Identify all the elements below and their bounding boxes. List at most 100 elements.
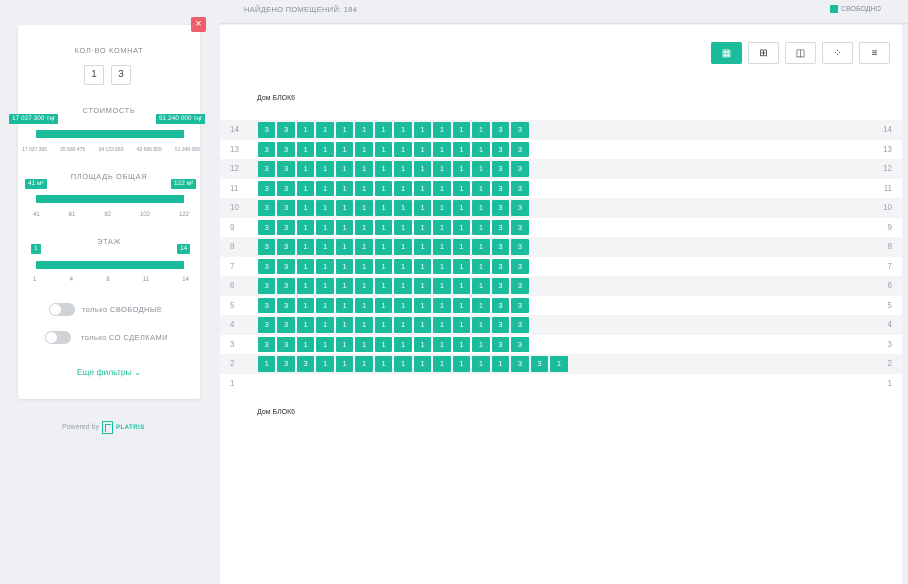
apartment-cell[interactable]: 1 <box>296 141 315 157</box>
apartment-cell[interactable]: 1 <box>394 161 412 177</box>
apartment-cell[interactable]: 3 <box>511 239 529 255</box>
apartment-cell[interactable]: 1 <box>433 356 451 372</box>
apartment-cell[interactable]: 1 <box>452 122 471 138</box>
apartment-cell[interactable]: 1 <box>374 356 393 372</box>
apartment-cell[interactable]: 1 <box>413 278 432 294</box>
apartment-cell[interactable]: 1 <box>296 317 315 333</box>
apartment-cell[interactable]: 1 <box>296 258 315 274</box>
apartment-cell[interactable]: 1 <box>335 180 354 196</box>
apartment-cell[interactable]: 1 <box>472 278 490 294</box>
apartment-cell[interactable]: 1 <box>394 180 412 196</box>
apartment-cell[interactable]: 1 <box>394 258 412 274</box>
apartment-cell[interactable]: 1 <box>335 122 354 138</box>
apartment-cell[interactable]: 1 <box>472 122 490 138</box>
apartment-cell[interactable]: 1 <box>413 141 432 157</box>
apartment-cell[interactable]: 1 <box>374 200 393 216</box>
apartment-cell[interactable]: 3 <box>491 141 510 157</box>
apartment-cell[interactable]: 1 <box>413 180 432 196</box>
apartment-cell[interactable]: 1 <box>374 161 393 177</box>
view-list-icon[interactable]: ≡ <box>859 42 890 64</box>
apartment-cell[interactable]: 1 <box>374 239 393 255</box>
apartment-cell[interactable]: 3 <box>258 161 276 177</box>
view-tiles-icon[interactable]: ⊞ <box>748 42 779 64</box>
apartment-cell[interactable]: 3 <box>491 258 510 274</box>
apartment-cell[interactable]: 3 <box>491 200 510 216</box>
apartment-cell[interactable]: 1 <box>316 278 334 294</box>
apartment-cell[interactable]: 1 <box>433 278 451 294</box>
apartment-cell[interactable]: 1 <box>296 161 315 177</box>
apartment-cell[interactable]: 1 <box>374 336 393 352</box>
apartment-cell[interactable]: 3 <box>277 297 295 313</box>
view-scheme-icon[interactable]: ⁘ <box>822 42 853 64</box>
apartment-cell[interactable]: 1 <box>452 200 471 216</box>
apartment-cell[interactable]: 1 <box>433 161 451 177</box>
apartment-cell[interactable]: 1 <box>374 258 393 274</box>
with-deals-toggle[interactable] <box>45 331 71 344</box>
apartment-cell[interactable]: 1 <box>335 336 354 352</box>
apartment-cell[interactable]: 1 <box>433 258 451 274</box>
apartment-cell[interactable]: 1 <box>413 122 432 138</box>
apartment-cell[interactable]: 1 <box>296 219 315 235</box>
apartment-cell[interactable]: 3 <box>491 297 510 313</box>
apartment-cell[interactable]: 3 <box>491 336 510 352</box>
apartment-cell[interactable]: 3 <box>258 141 276 157</box>
apartment-cell[interactable]: 1 <box>355 278 373 294</box>
apartment-cell[interactable]: 1 <box>355 297 373 313</box>
apartment-cell[interactable]: 1 <box>335 239 354 255</box>
apartment-cell[interactable]: 3 <box>258 239 276 255</box>
apartment-cell[interactable]: 1 <box>413 356 432 372</box>
apartment-cell[interactable]: 1 <box>296 122 315 138</box>
apartment-cell[interactable]: 1 <box>413 161 432 177</box>
apartment-cell[interactable]: 3 <box>491 239 510 255</box>
area-slider[interactable] <box>36 195 184 203</box>
apartment-cell[interactable]: 3 <box>491 278 510 294</box>
apartment-cell[interactable]: 1 <box>316 219 334 235</box>
apartment-cell[interactable]: 3 <box>277 258 295 274</box>
apartment-cell[interactable]: 1 <box>452 180 471 196</box>
apartment-cell[interactable]: 1 <box>316 356 334 372</box>
apartment-cell[interactable]: 1 <box>394 297 412 313</box>
apartment-cell[interactable]: 1 <box>472 200 490 216</box>
apartment-cell[interactable]: 1 <box>355 239 373 255</box>
apartment-cell[interactable]: 3 <box>277 317 295 333</box>
apartment-cell[interactable]: 1 <box>472 317 490 333</box>
apartment-cell[interactable]: 1 <box>335 161 354 177</box>
apartment-cell[interactable]: 3 <box>511 297 529 313</box>
apartment-cell[interactable]: 3 <box>511 200 529 216</box>
apartment-cell[interactable]: 1 <box>472 161 490 177</box>
apartment-cell[interactable]: 1 <box>394 336 412 352</box>
apartment-cell[interactable]: 3 <box>258 278 276 294</box>
apartment-cell[interactable]: 1 <box>452 239 471 255</box>
apartment-cell[interactable]: 1 <box>433 297 451 313</box>
apartment-cell[interactable]: 1 <box>472 180 490 196</box>
apartment-cell[interactable]: 3 <box>277 336 295 352</box>
apartment-cell[interactable]: 1 <box>452 336 471 352</box>
apartment-cell[interactable]: 1 <box>316 161 334 177</box>
apartment-cell[interactable]: 3 <box>277 278 295 294</box>
apartment-cell[interactable]: 1 <box>413 336 432 352</box>
apartment-cell[interactable]: 1 <box>452 317 471 333</box>
apartment-cell[interactable]: 1 <box>296 180 315 196</box>
apartment-cell[interactable]: 1 <box>433 141 451 157</box>
apartment-cell[interactable]: 3 <box>258 336 276 352</box>
apartment-cell[interactable]: 1 <box>335 258 354 274</box>
price-slider[interactable] <box>36 130 184 138</box>
apartment-cell[interactable]: 1 <box>394 239 412 255</box>
apartment-cell[interactable]: 1 <box>296 239 315 255</box>
apartment-cell[interactable]: 1 <box>355 336 373 352</box>
apartment-cell[interactable]: 3 <box>511 180 529 196</box>
apartment-cell[interactable]: 1 <box>335 317 354 333</box>
apartment-cell[interactable]: 3 <box>277 200 295 216</box>
apartment-cell[interactable]: 1 <box>433 219 451 235</box>
apartment-cell[interactable]: 1 <box>472 239 490 255</box>
apartment-cell[interactable]: 1 <box>413 200 432 216</box>
apartment-cell[interactable]: 3 <box>258 297 276 313</box>
apartment-cell[interactable]: 1 <box>355 122 373 138</box>
apartment-cell[interactable]: 1 <box>394 278 412 294</box>
floor-slider[interactable] <box>36 261 184 269</box>
apartment-cell[interactable]: 3 <box>491 317 510 333</box>
close-icon[interactable]: × <box>191 17 206 32</box>
apartment-cell[interactable]: 1 <box>433 336 451 352</box>
apartment-cell[interactable]: 1 <box>355 356 373 372</box>
apartment-cell[interactable]: 3 <box>511 317 529 333</box>
